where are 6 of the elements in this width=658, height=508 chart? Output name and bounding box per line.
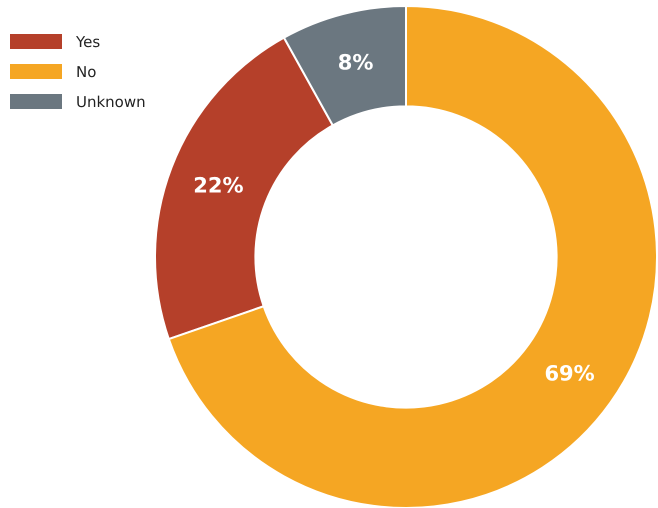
data-label: 8% [338,50,374,75]
data-label: 69% [544,361,595,386]
legend-label: Yes [75,33,100,51]
legend-label: No [76,63,96,81]
legend-label: Unknown [76,93,146,111]
data-label: 22% [193,173,244,198]
